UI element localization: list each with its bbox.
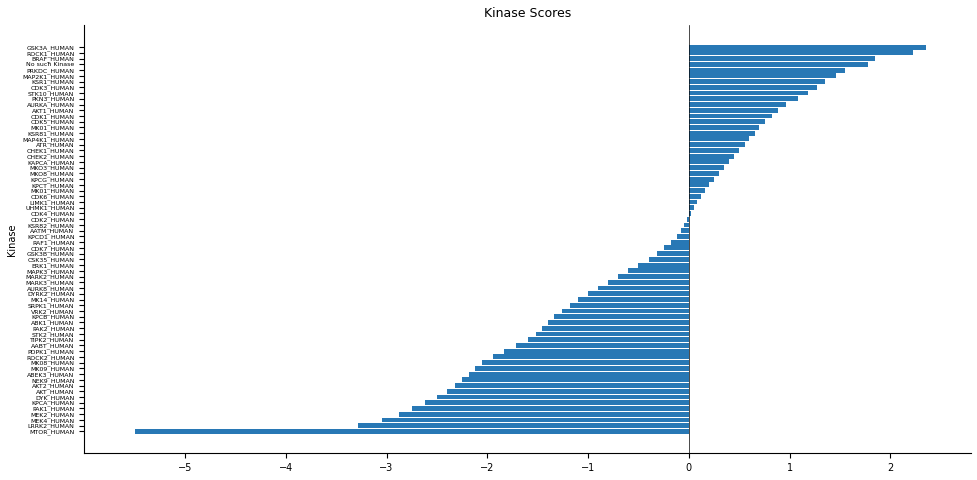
Bar [688,56,874,61]
Bar [688,45,925,49]
Bar [648,257,688,262]
Bar [528,337,688,342]
Bar [587,291,688,296]
Bar [688,205,694,210]
Bar [688,62,868,67]
Bar [688,154,734,158]
Bar [688,114,771,119]
Bar [535,332,688,336]
Bar [688,171,718,176]
Bar [504,348,688,354]
Bar [683,223,688,228]
Bar [688,85,816,90]
Bar [424,400,688,405]
Bar [688,125,759,130]
Bar [541,326,688,331]
Bar [688,131,754,136]
Bar [688,194,701,199]
Bar [475,366,688,371]
Bar [688,79,824,84]
Bar [688,188,704,193]
Bar [553,314,688,319]
Bar [688,68,844,72]
Bar [462,377,688,382]
Bar [570,303,688,308]
Bar [562,309,688,313]
Bar [688,120,765,124]
Bar [688,50,912,55]
Bar [358,423,688,428]
Bar [598,286,688,290]
Bar [656,251,688,256]
Bar [688,91,807,96]
Bar [469,372,688,376]
Bar [515,343,688,348]
Bar [676,234,688,239]
Bar [688,142,744,147]
Bar [688,182,708,187]
Bar [688,148,739,153]
Bar [399,412,688,417]
Bar [688,136,748,142]
Bar [482,360,688,365]
Bar [608,280,688,285]
Title: Kinase Scores: Kinase Scores [484,7,571,20]
Y-axis label: Kinase: Kinase [7,223,17,255]
Bar [688,108,777,113]
Bar [454,383,688,388]
Bar [411,406,688,411]
Bar [437,395,688,399]
Bar [688,102,785,107]
Bar [446,389,688,394]
Bar [638,263,688,267]
Bar [688,73,835,78]
Bar [688,165,723,170]
Bar [688,211,690,216]
Bar [663,245,688,251]
Bar [492,354,688,360]
Bar [577,297,688,302]
Bar [688,96,797,101]
Bar [688,159,729,164]
Bar [617,274,688,279]
Bar [135,429,688,434]
Bar [381,418,688,422]
Bar [670,240,688,245]
Bar [680,228,688,233]
Bar [547,320,688,325]
Bar [628,268,688,273]
Bar [688,177,713,181]
Bar [688,200,697,204]
Bar [686,217,688,222]
